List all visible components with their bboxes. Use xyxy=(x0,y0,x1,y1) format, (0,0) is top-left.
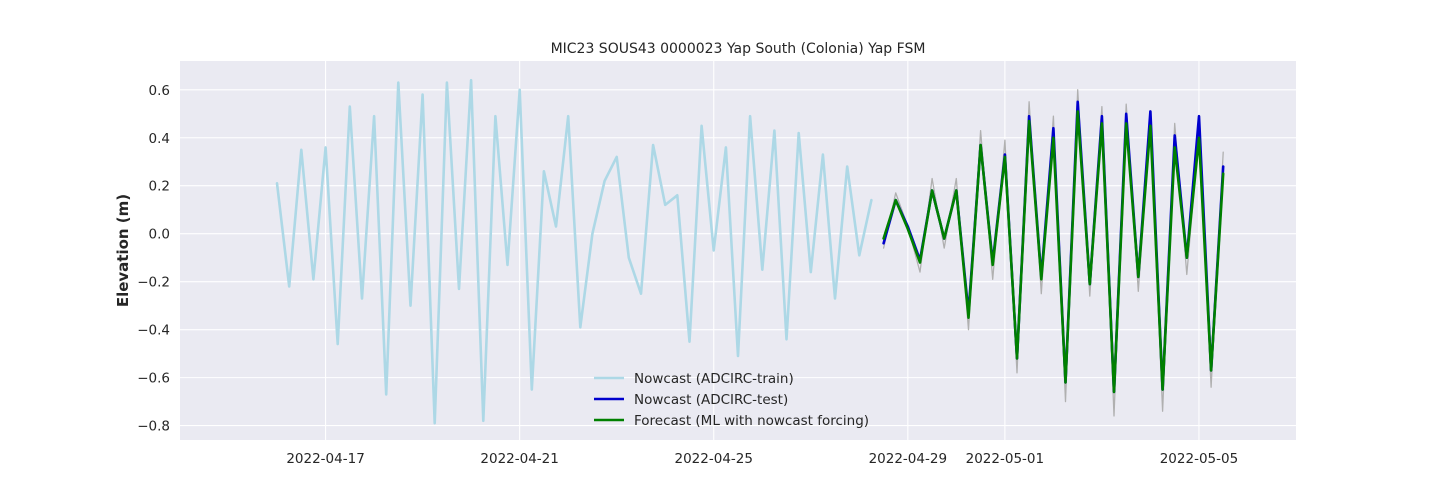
legend-label: Nowcast (ADCIRC-test) xyxy=(634,392,788,408)
y-tick-label: 0.6 xyxy=(149,83,170,99)
x-tick-label: 2022-04-29 xyxy=(869,451,947,467)
y-tick-label: 0.0 xyxy=(149,227,170,243)
y-axis-title: Elevation (m) xyxy=(114,194,132,307)
series-line-3 xyxy=(882,110,1225,394)
legend-label: Nowcast (ADCIRC-train) xyxy=(634,371,794,387)
x-tick-label: 2022-05-05 xyxy=(1160,451,1238,467)
y-tick-label: −0.6 xyxy=(137,371,170,387)
legend-label: Forecast (ML with nowcast forcing) xyxy=(634,413,869,429)
legend: Nowcast (ADCIRC-train) Nowcast (ADCIRC-te… xyxy=(594,371,869,429)
chart-title: MIC23 SOUS43 0000023 Yap South (Colonia)… xyxy=(551,41,926,57)
x-tick-label: 2022-04-21 xyxy=(480,451,558,467)
x-tick-label: 2022-05-01 xyxy=(966,451,1044,467)
series-line-0 xyxy=(275,78,873,425)
y-tick-label: −0.2 xyxy=(137,275,170,291)
y-tick-label: 0.2 xyxy=(149,179,170,195)
y-tick-label: 0.4 xyxy=(149,131,170,147)
series-layer xyxy=(275,78,1225,425)
tick-labels: 2022-04-17 2022-04-21 2022-04-25 2022-04-29… xyxy=(137,83,1238,467)
y-tick-label: −0.8 xyxy=(137,419,170,435)
y-tick-label: −0.4 xyxy=(137,323,170,339)
x-tick-label: 2022-04-17 xyxy=(286,451,364,467)
x-tick-label: 2022-04-25 xyxy=(675,451,753,467)
